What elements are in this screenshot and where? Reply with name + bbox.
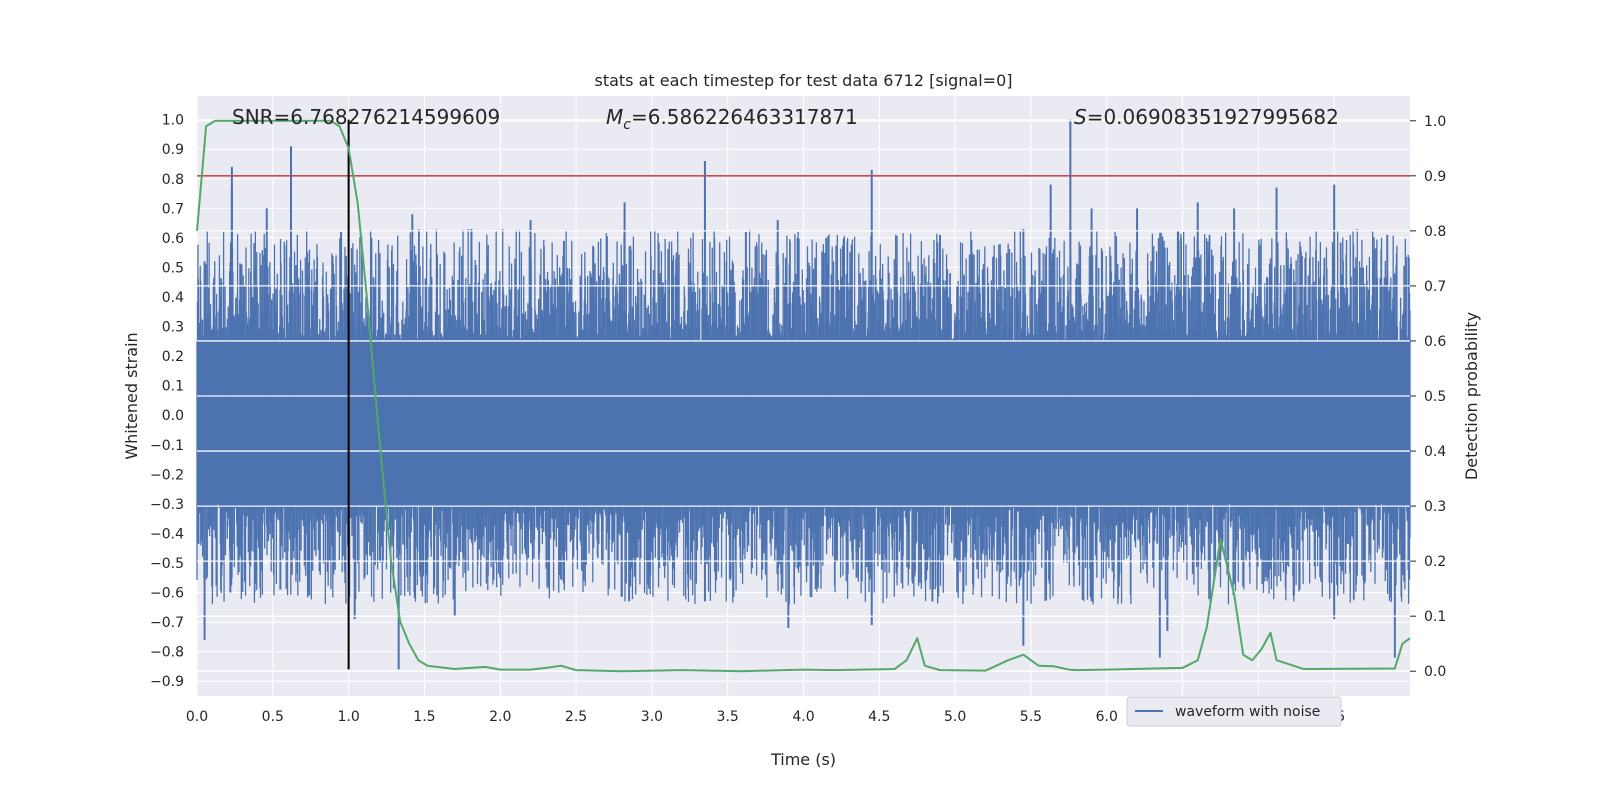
y-left-tick-label: 0.3 bbox=[162, 320, 184, 336]
x-tick-label: 4.0 bbox=[792, 709, 814, 725]
x-tick-label: 4.5 bbox=[868, 709, 890, 725]
x-tick-label: 0.0 bbox=[186, 709, 208, 725]
y-left-tick-label: −0.7 bbox=[150, 615, 184, 631]
detection-probability-line bbox=[196, 119, 1411, 673]
y-right-tick-label: 0.4 bbox=[1424, 444, 1446, 460]
y-right-tick-label: 0.0 bbox=[1424, 664, 1446, 680]
chirp-mass-subscript: c bbox=[623, 117, 631, 133]
y-left-tick-label: 0.5 bbox=[162, 260, 184, 276]
x-tick-label: 3.5 bbox=[717, 709, 739, 725]
y-axis-label-right: Detection probability bbox=[1462, 312, 1481, 480]
y-left-tick-label: 0.6 bbox=[162, 231, 184, 247]
y-left-tick-label: 0.2 bbox=[162, 349, 184, 365]
x-tick-label: 5.0 bbox=[944, 709, 966, 725]
x-tick-label: 3.0 bbox=[641, 709, 663, 725]
y-left-tick-label: 0.8 bbox=[162, 172, 184, 188]
legend: waveform with noise bbox=[1126, 696, 1342, 727]
y-left-tick-label: 0.4 bbox=[162, 290, 184, 306]
y-left-tick-label: 0.0 bbox=[162, 408, 184, 424]
x-axis-label: Time (s) bbox=[770, 750, 836, 769]
x-tick-label: 1.0 bbox=[337, 709, 359, 725]
x-tick-label: 2.5 bbox=[565, 709, 587, 725]
x-tick-label: 5.5 bbox=[1020, 709, 1042, 725]
y-right-tick-label: 0.6 bbox=[1424, 334, 1446, 350]
y-left-tick-label: 0.1 bbox=[162, 379, 184, 395]
y-left-tick-label: −0.8 bbox=[150, 645, 184, 661]
y-left-tick-label: 0.9 bbox=[162, 142, 184, 158]
y-right-tick-label: 0.8 bbox=[1424, 224, 1446, 240]
y-left-tick-label: 0.7 bbox=[162, 201, 184, 217]
x-tick-label: 1.5 bbox=[413, 709, 435, 725]
y-axis-label-left: Whitened strain bbox=[122, 332, 141, 459]
chart-title: stats at each timestep for test data 671… bbox=[594, 71, 1012, 90]
y-left-tick-label: −0.1 bbox=[150, 438, 184, 454]
y-right-tick-label: 0.3 bbox=[1424, 499, 1446, 515]
x-tick-label: 2.0 bbox=[489, 709, 511, 725]
overlays bbox=[196, 119, 1411, 673]
y-right-tick-label: 0.5 bbox=[1424, 389, 1446, 405]
snr-annotation: SNR=6.768276214599609 bbox=[232, 105, 500, 129]
chirp-mass-annotation: Mc=6.586226463317871 bbox=[606, 105, 858, 133]
x-tick-label: 6.0 bbox=[1096, 709, 1118, 725]
y-left-tick-label: −0.2 bbox=[150, 467, 184, 483]
legend-entry-waveform: waveform with noise bbox=[1175, 704, 1320, 720]
y-right-tick-label: 0.1 bbox=[1424, 609, 1446, 625]
y-left-tick-label: −0.6 bbox=[150, 586, 184, 602]
x-tick-label: 0.5 bbox=[262, 709, 284, 725]
y-left-tick-label: −0.3 bbox=[150, 497, 184, 513]
y-left-tick-label: −0.5 bbox=[150, 556, 184, 572]
y-left-tick-label: 1.0 bbox=[162, 113, 184, 129]
y-right-tick-label: 1.0 bbox=[1424, 114, 1446, 130]
y-right-tick-label: 0.7 bbox=[1424, 279, 1446, 295]
s-annotation: S=0.06908351927995682 bbox=[1074, 105, 1339, 129]
legend-box bbox=[1126, 696, 1342, 727]
s-symbol: S bbox=[1074, 105, 1087, 129]
y-left-tick-label: −0.9 bbox=[150, 674, 184, 690]
y-left-tick-label: −0.4 bbox=[150, 526, 184, 542]
chirp-mass-value: =6.586226463317871 bbox=[631, 105, 858, 129]
y-right-tick-label: 0.9 bbox=[1424, 169, 1446, 185]
chirp-mass-symbol: M bbox=[606, 105, 623, 129]
y-right-tick-label: 0.2 bbox=[1424, 554, 1446, 570]
s-value: =0.06908351927995682 bbox=[1087, 105, 1339, 129]
